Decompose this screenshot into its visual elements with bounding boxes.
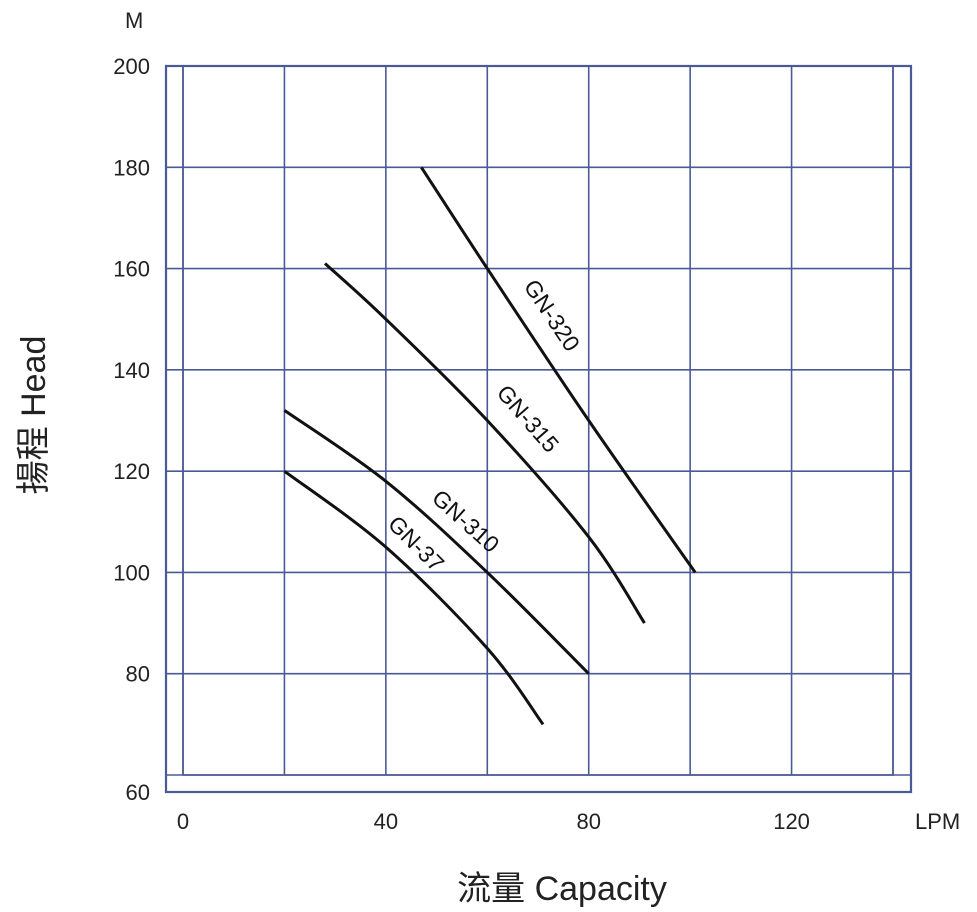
y-unit-label: M (125, 8, 143, 33)
inner-frame (182, 65, 894, 776)
curve-label-gn-37: GN-37 (383, 510, 449, 576)
y-axis-title: 揚程 Head (15, 336, 53, 495)
y-tick-label: 80 (126, 662, 150, 687)
curve-label-gn-315: GN-315 (492, 380, 565, 458)
y-tick-label: 140 (113, 358, 150, 383)
y-tick-label: 60 (126, 780, 150, 805)
x-axis-title: 流量 Capacity (457, 870, 667, 908)
x-unit-label: LPM (915, 809, 960, 834)
y-tick-label: 100 (113, 560, 150, 585)
plot-frame (164, 64, 913, 794)
y-tick-label: 200 (113, 54, 150, 79)
curve-gn-37 (283, 469, 545, 726)
curve-gn-320 (420, 166, 697, 574)
x-tick-label: 80 (576, 809, 600, 834)
curve-gn-315 (323, 262, 646, 624)
y-tick-label: 120 (113, 459, 150, 484)
tick-labels: 60 80 100 120 140 160 180 200 0 40 80 120 (113, 54, 810, 834)
curve-gn-310 (283, 409, 590, 675)
x-tick-label: 40 (374, 809, 398, 834)
x-tick-label: 0 (177, 809, 189, 834)
x-tick-label: 120 (773, 809, 810, 834)
y-tick-label: 160 (113, 257, 150, 282)
y-tick-label: 180 (113, 155, 150, 180)
curves (283, 166, 697, 726)
curve-label-gn-320: GN-320 (519, 275, 585, 356)
